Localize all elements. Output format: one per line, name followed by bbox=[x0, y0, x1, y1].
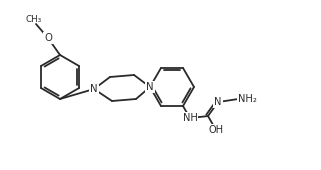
Text: NH₂: NH₂ bbox=[238, 94, 257, 104]
Text: CH₃: CH₃ bbox=[26, 15, 42, 24]
Text: N: N bbox=[214, 97, 222, 107]
Text: O: O bbox=[44, 33, 52, 43]
Text: NH: NH bbox=[183, 113, 197, 123]
Text: N: N bbox=[90, 84, 98, 94]
Text: OH: OH bbox=[208, 125, 223, 135]
Text: N: N bbox=[146, 82, 154, 92]
